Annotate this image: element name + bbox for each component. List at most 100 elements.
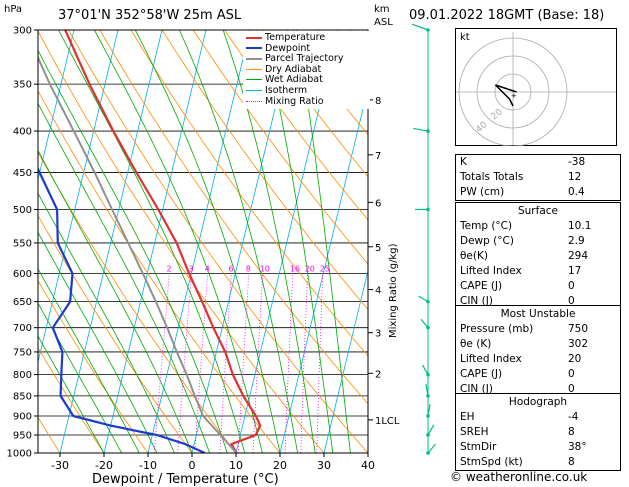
pressure-tick-label: 950 (13, 430, 32, 441)
dry-adiabat-line (255, 30, 368, 178)
mixing-ratio-line (237, 273, 250, 453)
pressure-tick-label: 450 (13, 168, 32, 179)
wet-adiabat-line (38, 49, 228, 453)
credit-text: © weatheronline.co.uk (450, 470, 588, 484)
dry-adiabat-line (38, 151, 237, 453)
pressure-tick-label: 350 (13, 80, 32, 91)
dry-adiabat-line (38, 214, 193, 453)
temperature-tick-label: 0 (189, 459, 196, 472)
legend-parcel: Parcel Trajectory (246, 53, 367, 65)
wind-barb (411, 23, 429, 31)
surface-row: Dewp (°C) 2.9 (460, 235, 585, 247)
mixing-ratio-label: 10 (260, 265, 270, 274)
wind-barb-dot (426, 372, 430, 377)
hodograph-plot: kt 20 40 + (455, 28, 617, 146)
wind-barb-dot (426, 394, 430, 398)
wind-barb-dot (426, 28, 430, 32)
mixing-ratio-axis-label: Mixing Ratio (g/kg) (388, 243, 399, 338)
dry-adiabat-line (130, 30, 368, 357)
most-unstable-row: CIN (J) 0 (460, 383, 575, 395)
wet-adiabat-line (38, 268, 140, 453)
wind-barb-dot (426, 451, 430, 455)
legend-temperature: Temperature (246, 32, 367, 44)
surface-row: Lifted Index 17 (460, 265, 582, 277)
wind-barb (427, 424, 435, 436)
mixing-ratio-label: 2 (166, 265, 171, 274)
isotherm-line (59, 30, 163, 453)
wind-barb-dot (426, 207, 430, 212)
temperature-tick-label: -10 (139, 459, 157, 472)
storm-motion-marker: + (511, 92, 517, 100)
hodograph-stats-table: Hodograph EH -4 SREH 8 StmDir 38° StmSpd (k… (455, 393, 621, 471)
dry-adiabat-line (38, 90, 281, 453)
wind-barb-dot (426, 414, 430, 418)
km-unit-label: km (374, 4, 390, 15)
dewpoint-line (38, 166, 206, 453)
mixing-ratio-line (316, 273, 324, 453)
isotherm-line (323, 268, 368, 453)
height-tick-label: 1LCL (375, 416, 400, 427)
mixing-ratio-label: 6 (228, 265, 233, 274)
parcel-trajectory-line (38, 55, 238, 453)
mixing-ratio-label: 16 (290, 265, 300, 274)
hpa-unit-label: hPa (4, 4, 23, 15)
legend-isotherm: Isotherm (246, 85, 367, 97)
isotherm-line (38, 30, 75, 182)
surface-row: Temp (°C) 10.1 (460, 220, 592, 232)
legend-mixing-ratio: Mixing Ratio (246, 96, 367, 108)
wind-barb (427, 443, 436, 454)
temperature-tick-label: 10 (229, 459, 243, 472)
pressure-tick-label: 400 (13, 127, 32, 138)
mixing-ratio-line (284, 273, 294, 453)
hodograph-stats-title: Hodograph (508, 396, 568, 408)
legend-dry-adiabat: Dry Adiabat (246, 64, 367, 76)
mixing-ratio-label: 20 (305, 265, 315, 274)
pressure-tick-label: 900 (13, 411, 32, 422)
dry-adiabat-line (38, 347, 105, 453)
most-unstable-row: CAPE (J) 0 (460, 368, 575, 380)
dry-adiabat-line (192, 30, 368, 265)
index-row-k: K -38 (460, 156, 586, 168)
wind-barb (420, 318, 429, 329)
height-tick-label: 2 (375, 369, 381, 380)
station-location: 37°01'N 352°58'W 25m ASL (58, 8, 242, 23)
mixing-ratio-label: 25 (320, 265, 330, 274)
legend-wet-adiabat: Wet Adiabat (246, 75, 367, 86)
height-tick-label: 6 (375, 198, 381, 209)
mixing-ratio-label: 8 (246, 265, 251, 274)
wet-adiabat-line (38, 192, 175, 453)
surface-row: CIN (J) 0 (460, 295, 575, 307)
isotherm-line (38, 30, 119, 364)
hodograph-unit-label: kt (460, 32, 470, 43)
height-tick-label: 7 (375, 151, 381, 162)
pressure-tick-label: 800 (13, 370, 32, 381)
wet-adiabat-line (179, 30, 298, 453)
wet-adiabat-line (38, 335, 105, 453)
most-unstable-row: θe (K) 302 (460, 338, 589, 350)
most-unstable-table: Most Unstable Pressure (mb) 750 θe (K) 302… (455, 305, 621, 398)
sounding-datetime: 09.01.2022 18GMT (Base: 18) (409, 8, 605, 23)
mixing-ratio-line (177, 273, 192, 453)
wind-barb-dot (426, 299, 430, 304)
wind-barb-dot (426, 433, 430, 437)
temperature-tick-label: 20 (273, 459, 287, 472)
dry-adiabat-line (38, 30, 325, 453)
surface-table: Surface Temp (°C) 10.1 Dewp (°C) 2.9 θe(K)… (455, 202, 621, 310)
mixing-ratio-label: 3 (189, 265, 194, 274)
mixing-ratio-line (194, 273, 209, 453)
mixing-ratio-line (300, 273, 308, 453)
pressure-tick-label: 650 (13, 297, 32, 308)
wet-adiabat-line (38, 102, 210, 453)
pressure-tick-label: 700 (13, 323, 32, 334)
hodograph-stats-row: StmSpd (kt) 8 (460, 456, 575, 468)
height-tick-label: 8 (375, 96, 381, 107)
temperature-tick-label: -20 (95, 459, 113, 472)
wet-adiabat-line (222, 30, 316, 453)
dry-adiabat-line (38, 279, 149, 453)
hodograph-stats-row: EH -4 (460, 411, 579, 423)
pressure-tick-label: 300 (13, 26, 32, 37)
wet-adiabat-line (58, 30, 246, 453)
hodograph-trace (494, 84, 517, 107)
temperature-tick-label: 40 (361, 459, 375, 472)
surface-row: θe(K) 294 (460, 250, 589, 262)
